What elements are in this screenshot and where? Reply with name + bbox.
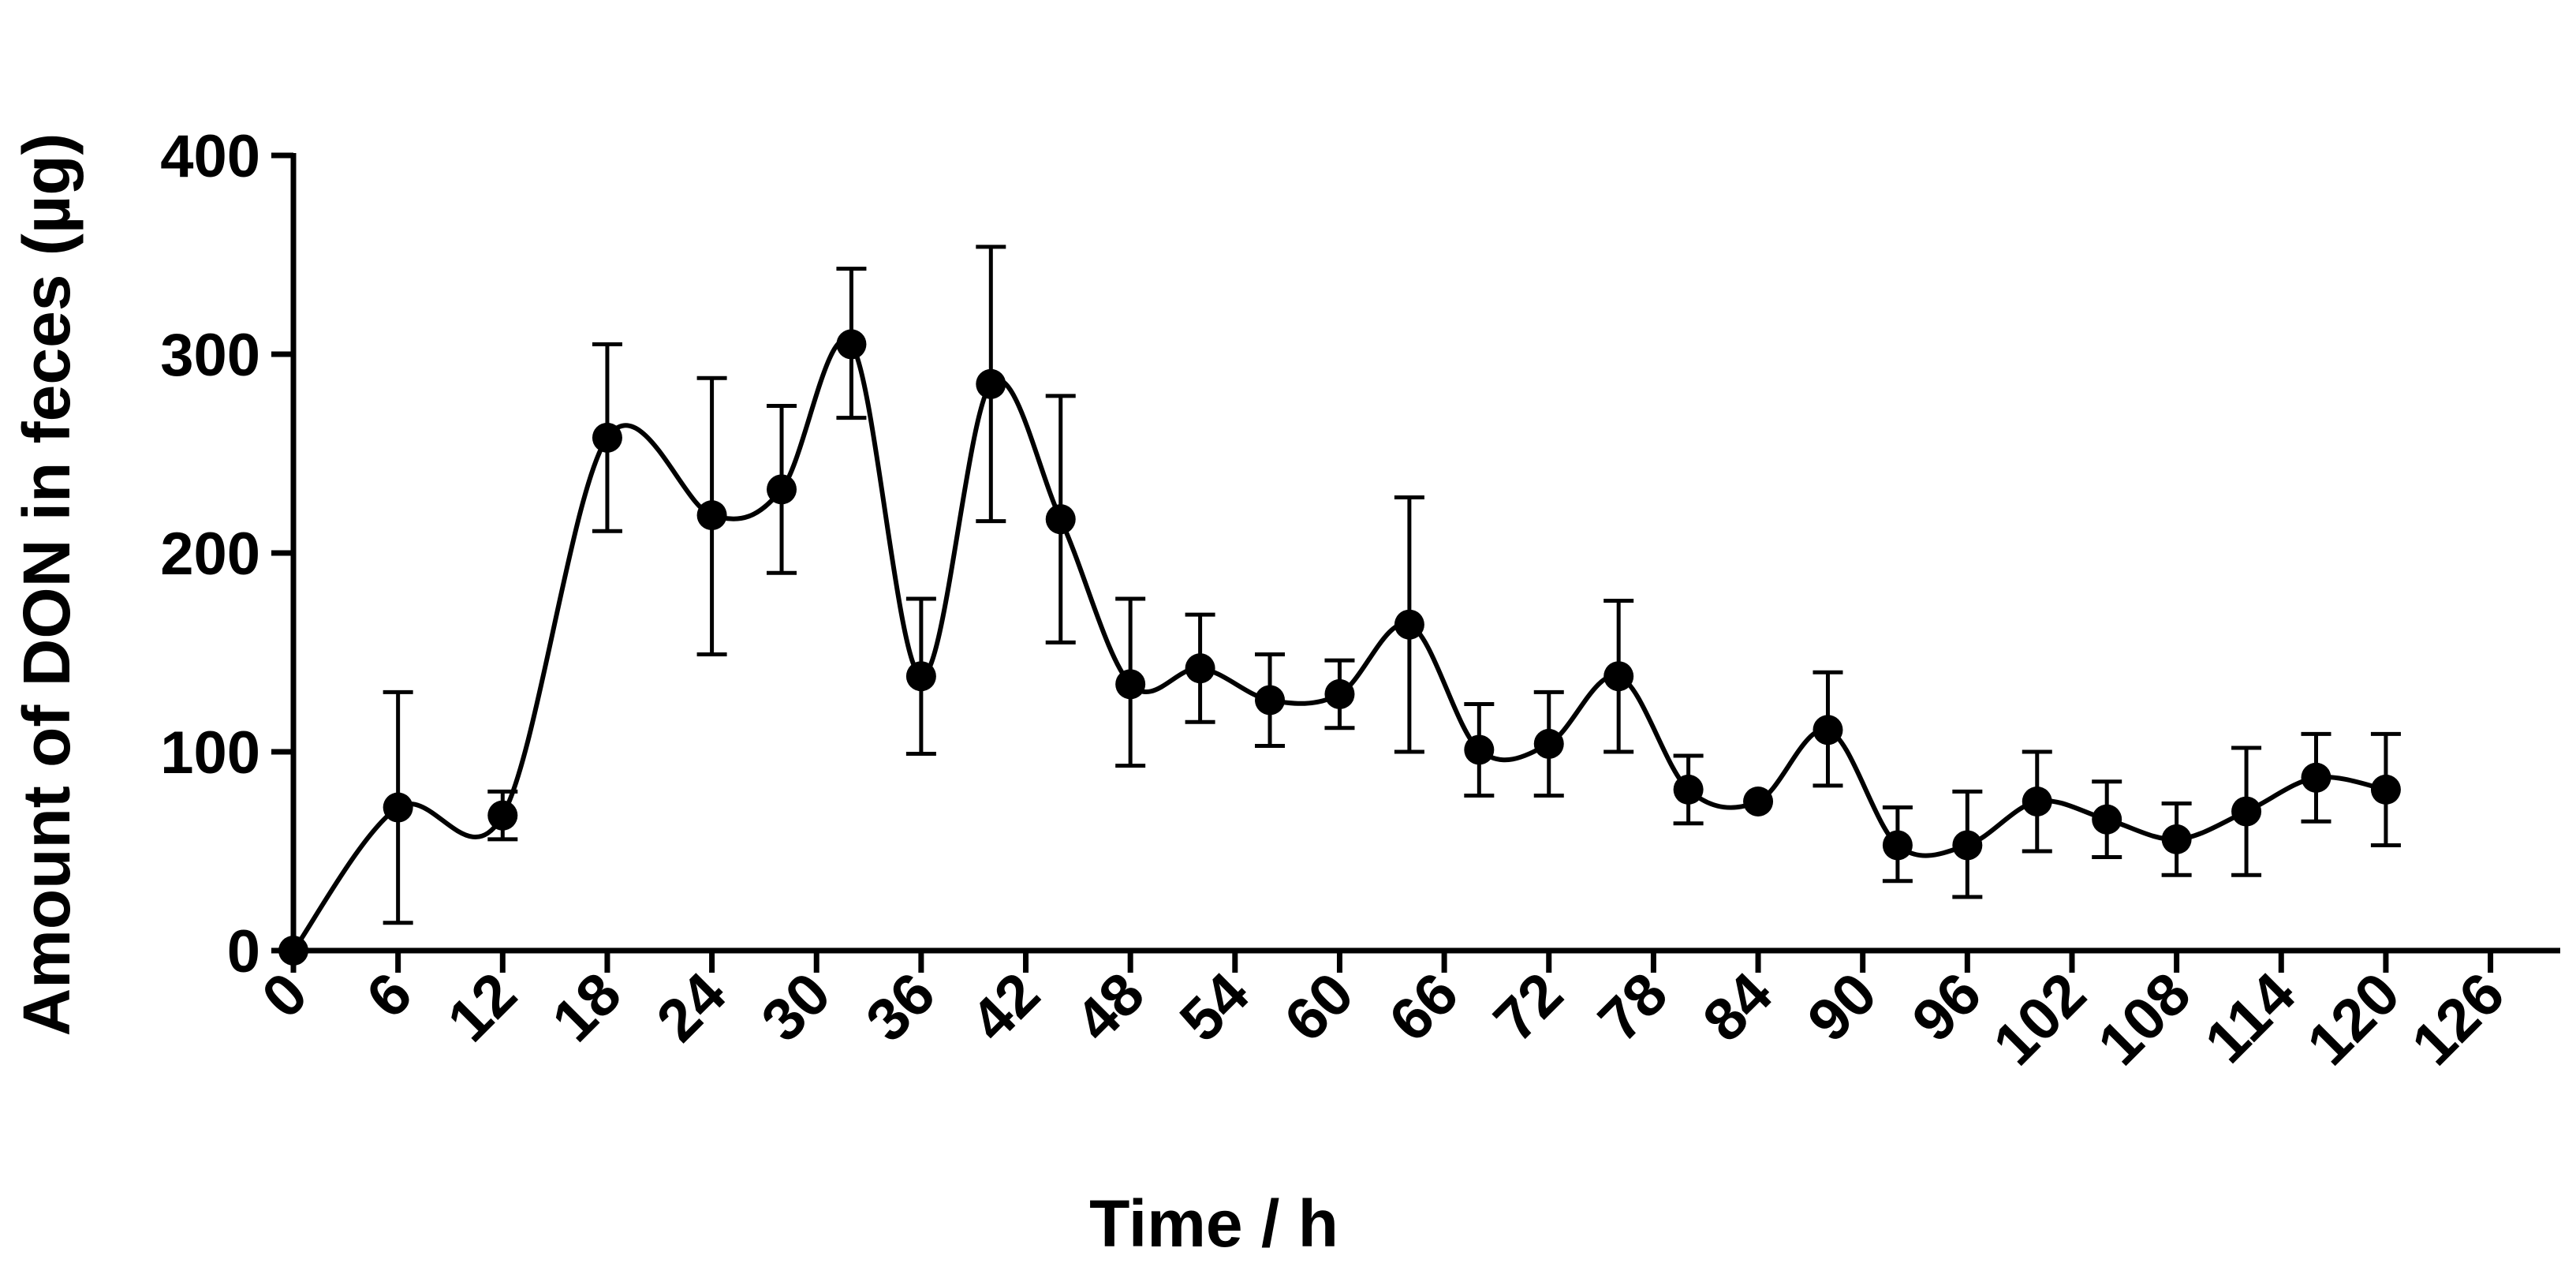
data-point	[1464, 734, 1495, 765]
x-tick-label: 54	[1167, 960, 1262, 1055]
data-point	[592, 422, 622, 453]
data-point	[2231, 796, 2262, 827]
data-point	[1324, 678, 1355, 709]
x-tick-label: 48	[1062, 960, 1157, 1055]
x-tick-label: 114	[2192, 960, 2308, 1076]
x-tick-label: 18	[539, 960, 634, 1055]
data-point	[278, 936, 308, 966]
data-point	[767, 474, 797, 505]
data-point	[2370, 774, 2401, 805]
x-tick-label: 60	[1272, 960, 1367, 1055]
x-tick-label: 30	[749, 960, 843, 1055]
data-point	[1045, 504, 1076, 535]
data-points	[278, 329, 2401, 966]
data-point	[1952, 830, 1983, 861]
data-point	[1185, 653, 1215, 684]
x-tick-label: 90	[1795, 960, 1890, 1055]
y-tick-label: 200	[160, 521, 260, 588]
x-tick-label: 78	[1586, 960, 1681, 1055]
x-tick-label: 126	[2399, 960, 2518, 1078]
y-tick-label: 400	[160, 123, 260, 190]
x-tick-label: 36	[853, 960, 948, 1055]
data-point	[487, 800, 518, 831]
x-tick-label: 24	[644, 960, 739, 1055]
data-point	[2092, 804, 2122, 835]
data-point	[905, 661, 936, 692]
y-tick-label: 300	[160, 322, 260, 389]
x-tick-label: 6	[354, 960, 425, 1031]
x-tick-label: 12	[435, 960, 529, 1055]
data-point	[1673, 774, 1704, 805]
data-point	[2022, 787, 2052, 816]
data-point	[836, 329, 867, 360]
data-point	[1603, 661, 1634, 692]
x-axis-title: Time / h	[1089, 1186, 1338, 1261]
x-tick-label: 108	[2085, 960, 2204, 1078]
data-point	[1813, 715, 1843, 745]
data-point	[1115, 669, 1146, 700]
x-tick-label: 96	[1899, 960, 1994, 1055]
x-tick-label: 120	[2294, 960, 2413, 1078]
x-tick-label: 72	[1481, 960, 1576, 1055]
data-point	[696, 500, 727, 531]
data-point	[1255, 685, 1286, 716]
x-tick-label: 42	[958, 960, 1053, 1055]
y-axis-title: Amount of DON in feces (µg)	[9, 133, 84, 1036]
y-tick-label: 100	[160, 719, 260, 787]
data-point	[976, 368, 1006, 399]
x-tick-label: 102	[1981, 960, 2099, 1078]
data-point	[2301, 762, 2331, 793]
axes	[271, 152, 2560, 973]
data-point	[383, 792, 413, 823]
x-tick-label: 66	[1376, 960, 1471, 1055]
data-point	[1394, 609, 1424, 640]
data-point	[1743, 787, 1774, 816]
x-tick-label: 84	[1690, 960, 1785, 1055]
y-tick-label: 0	[227, 918, 260, 985]
data-point	[1882, 830, 1913, 861]
data-point	[1533, 728, 1564, 759]
data-point	[2161, 824, 2192, 854]
